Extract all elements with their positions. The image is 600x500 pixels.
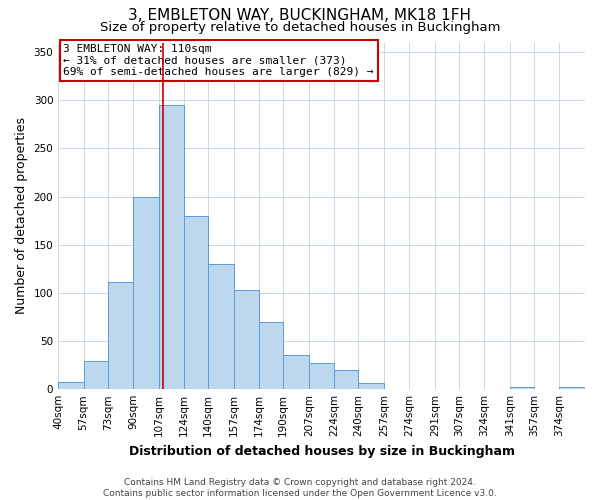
Text: 3, EMBLETON WAY, BUCKINGHAM, MK18 1FH: 3, EMBLETON WAY, BUCKINGHAM, MK18 1FH	[128, 8, 472, 22]
Bar	[334, 370, 358, 389]
Text: Size of property relative to detached houses in Buckingham: Size of property relative to detached ho…	[100, 21, 500, 34]
Bar	[234, 290, 259, 389]
Bar	[184, 216, 208, 389]
Bar	[309, 363, 334, 389]
Y-axis label: Number of detached properties: Number of detached properties	[15, 118, 28, 314]
Bar	[58, 382, 83, 389]
Bar	[283, 356, 309, 389]
Bar	[510, 388, 534, 389]
Bar	[559, 388, 585, 389]
Bar	[83, 362, 107, 389]
Bar	[208, 264, 234, 389]
Bar	[358, 384, 384, 389]
Text: 3 EMBLETON WAY: 110sqm
← 31% of detached houses are smaller (373)
69% of semi-de: 3 EMBLETON WAY: 110sqm ← 31% of detached…	[64, 44, 374, 78]
Bar	[133, 196, 159, 389]
Bar	[259, 322, 283, 389]
Bar	[159, 105, 184, 389]
Bar	[107, 282, 133, 389]
X-axis label: Distribution of detached houses by size in Buckingham: Distribution of detached houses by size …	[128, 444, 515, 458]
Text: Contains HM Land Registry data © Crown copyright and database right 2024.
Contai: Contains HM Land Registry data © Crown c…	[103, 478, 497, 498]
